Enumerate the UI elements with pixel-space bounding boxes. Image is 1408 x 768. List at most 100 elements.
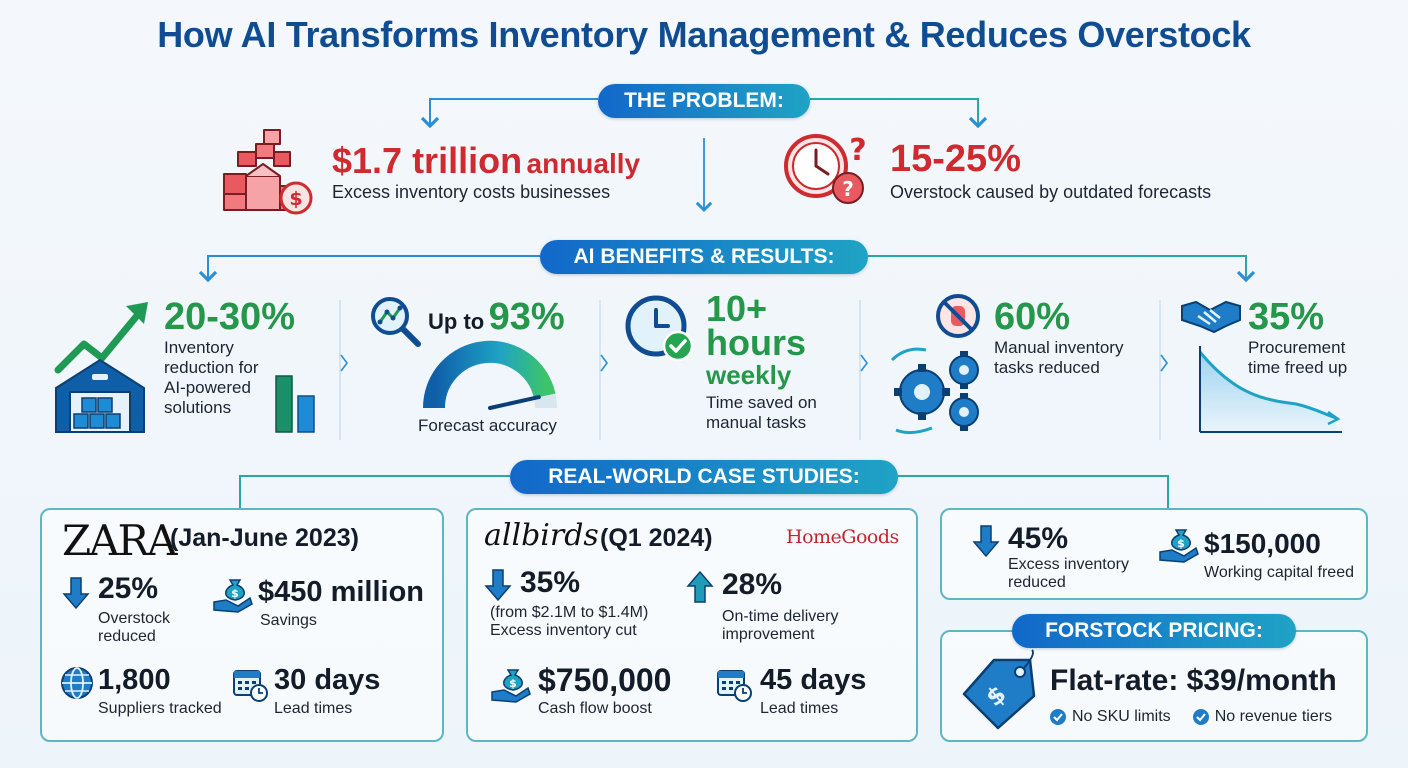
allbirds-period: (Q1 2024)	[600, 524, 713, 552]
accuracy-gauge	[422, 340, 557, 410]
allbirds-delivery-label: On-time delivery improvement	[722, 608, 838, 644]
homegoods-capital-label: Working capital freed	[1204, 564, 1354, 581]
magnifier-chart-icon	[371, 297, 421, 347]
allbirds-delivery-value: 28%	[722, 568, 783, 601]
svg-text:$: $	[1177, 537, 1185, 550]
desc-line: reduction for	[164, 358, 259, 377]
desc-line: Procurement	[1248, 338, 1346, 357]
svg-text:?: ?	[849, 133, 866, 168]
pricing-features: No SKU limits No revenue tiers	[1050, 708, 1332, 726]
benefit-hours-desc: Time saved on manual tasks	[706, 393, 817, 433]
problem-cost-desc: Excess inventory costs businesses	[332, 182, 611, 202]
label-line: On-time delivery	[722, 608, 839, 625]
down-arrow-icon	[484, 569, 512, 602]
desc-line: Manual inventory	[994, 338, 1124, 357]
zara-case-card: ZARA (Jan-June 2023) 25% Overstock reduc…	[40, 508, 444, 742]
desc-line: Inventory	[164, 338, 234, 357]
boxes-dollar-icon: $	[223, 129, 313, 215]
label-line: (from $2.1M to $1.4M)	[490, 604, 649, 621]
label-line: reduced	[1008, 574, 1066, 591]
pricing-feature-label: No SKU limits	[1072, 708, 1171, 725]
check-circle-icon	[1050, 709, 1066, 725]
allbirds-leadtime-label: Lead times	[760, 700, 839, 717]
hours-line: 10+	[706, 288, 768, 329]
allbirds-cashflow-value: $750,000	[538, 662, 672, 698]
label-line: Excess inventory cut	[490, 622, 637, 639]
zara-suppliers-label: Suppliers tracked	[98, 700, 222, 717]
homegoods-capital-value: $150,000	[1204, 528, 1321, 559]
up-arrow-icon	[686, 570, 714, 603]
svg-text:$: $	[509, 677, 517, 690]
price-tag-icon: $	[962, 649, 1036, 730]
desc-line: Time saved on	[706, 393, 817, 412]
desc-line: AI-powered	[164, 378, 251, 397]
money-bag-hand-icon: $	[1159, 529, 1199, 563]
homegoods-excess-label: Excess inventory reduced	[1008, 556, 1129, 592]
desc-line: manual tasks	[706, 413, 807, 432]
pricing-header: FORSTOCK PRICING:	[1012, 614, 1296, 648]
allbirds-excess-label: (from $2.1M to $1.4M) Excess inventory c…	[490, 604, 648, 640]
pricing-feature-item: No SKU limits	[1050, 708, 1171, 726]
zara-leadtime-value: 30 days	[274, 664, 381, 696]
label-line: reduced	[98, 628, 156, 645]
homegoods-logo: HomeGoods	[786, 526, 899, 548]
desc-line: tasks reduced	[994, 358, 1100, 377]
zara-savings-value: $450 million	[258, 576, 425, 608]
homegoods-excess-value: 45%	[1008, 522, 1069, 555]
zara-overstock-label: Overstock reduced	[98, 610, 170, 646]
gears-icon	[890, 347, 979, 435]
pricing-feature-label: No revenue tiers	[1214, 708, 1333, 725]
globe-icon	[61, 667, 93, 699]
homegoods-case-card: 45% Excess inventory reduced $ $150,000 …	[940, 508, 1368, 600]
benefit-manual-value: 60%	[994, 296, 1071, 338]
clock-question-icon: ? ?	[784, 133, 867, 204]
zara-logo: ZARA	[62, 516, 177, 565]
zara-period: (Jan-June 2023)	[170, 524, 359, 552]
page-title: How AI Transforms Inventory Management &…	[157, 14, 1251, 55]
label-line: Excess inventory	[1008, 556, 1129, 573]
label-line: Overstock	[98, 610, 171, 627]
problem-overstock-desc: Overstock caused by outdated forecasts	[890, 182, 1212, 202]
down-arrow-icon	[972, 525, 1000, 558]
handshake-icon	[1181, 300, 1241, 334]
warehouse-growth-icon	[54, 302, 148, 433]
cases-header: REAL-WORLD CASE STUDIES:	[510, 460, 898, 494]
problem-cost-suffix: annually	[526, 148, 641, 179]
calendar-clock-icon	[717, 670, 752, 702]
zara-overstock-value: 25%	[98, 572, 159, 605]
calendar-clock-icon	[233, 670, 268, 702]
benefit-inventory-value: 20-30%	[164, 296, 295, 338]
zara-leadtime-label: Lead times	[274, 700, 353, 717]
svg-text:$: $	[289, 188, 302, 210]
benefit-inventory-desc: Inventory reduction for AI-powered solut…	[164, 338, 259, 418]
down-arrow-icon	[62, 577, 90, 610]
allbirds-case-card: allbirds (Q1 2024) HomeGoods 35% (from $…	[466, 508, 918, 742]
benefit-manual-desc: Manual inventory tasks reduced	[994, 338, 1123, 378]
zara-suppliers-value: 1,800	[98, 664, 171, 696]
benefit-forecast-value: 93%	[488, 296, 565, 338]
money-bag-hand-icon: $	[213, 579, 253, 613]
allbirds-logo: allbirds	[484, 518, 599, 553]
bar-chart-icon	[275, 375, 315, 433]
zara-savings-label: Savings	[260, 612, 317, 629]
problem-cost-value: $1.7 trillion	[332, 140, 523, 181]
problem-overstock-value: 15-25%	[890, 138, 1021, 180]
hours-line: hours	[706, 322, 807, 363]
benefit-hours-value: 10+ hours	[706, 288, 807, 363]
svg-text:?: ?	[842, 177, 854, 201]
declining-curve-icon	[1198, 346, 1342, 433]
benefits-header: AI BENEFITS & RESULTS:	[540, 240, 868, 274]
pricing-headline: Flat-rate: $39/month	[1050, 664, 1337, 697]
label-line: improvement	[722, 626, 815, 643]
desc-line: solutions	[164, 398, 232, 417]
benefit-hours-sub: weekly	[706, 360, 792, 390]
allbirds-excess-value: 35%	[520, 566, 581, 599]
benefit-procurement-value: 35%	[1248, 296, 1325, 338]
benefit-forecast-prefix: Up to	[428, 309, 485, 334]
pricing-card: $ Flat-rate: $39/month No SKU limits No …	[940, 630, 1368, 742]
pricing-feature-item: No revenue tiers	[1192, 708, 1333, 726]
clock-check-icon	[625, 295, 694, 362]
check-circle-icon	[1192, 709, 1209, 725]
no-hand-icon	[936, 294, 980, 338]
